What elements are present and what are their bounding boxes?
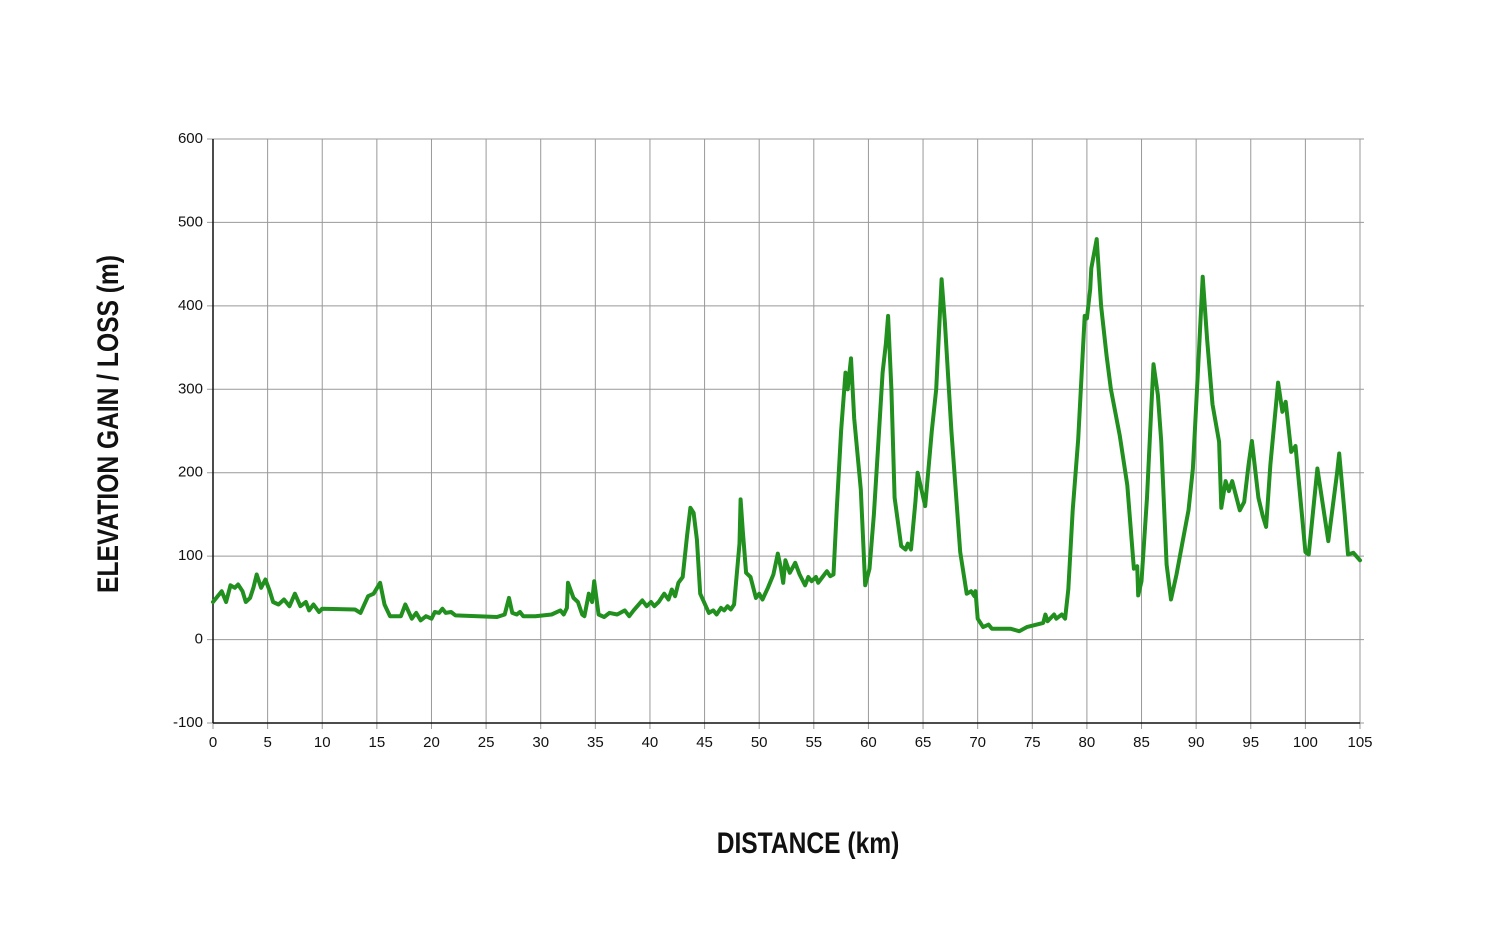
elevation-line [211, 237, 1362, 634]
x-tick-label: 20 [423, 734, 440, 751]
y-tick-label: 0 [195, 631, 203, 648]
y-tick-label: 600 [178, 130, 203, 147]
y-tick-label: 300 [178, 380, 203, 397]
x-tick-label: 60 [860, 734, 877, 751]
x-tick-label: 40 [642, 734, 659, 751]
x-tick-label: 95 [1242, 734, 1259, 751]
x-tick-label: 15 [369, 734, 386, 751]
x-tick-label: 75 [1024, 734, 1041, 751]
x-tick-label: 30 [532, 734, 549, 751]
y-tick-label: 500 [178, 213, 203, 230]
y-axis-label: ELEVATION GAIN / LOSS (m) [91, 255, 125, 593]
x-tick-label: 45 [696, 734, 713, 751]
x-tick-label: 25 [478, 734, 495, 751]
y-tick-label: 200 [178, 464, 203, 481]
x-tick-label: 55 [805, 734, 822, 751]
x-tick-label: 65 [915, 734, 932, 751]
x-tick-label: 5 [263, 734, 271, 751]
x-tick-label: 90 [1188, 734, 1205, 751]
y-tick-label: -100 [173, 714, 203, 731]
x-tick-label: 105 [1347, 734, 1372, 751]
x-tick-label: 70 [969, 734, 986, 751]
x-tick-label: 0 [209, 734, 217, 751]
x-tick-label: 80 [1079, 734, 1096, 751]
x-tick-label: 10 [314, 734, 331, 751]
x-axis-label: DISTANCE (km) [717, 826, 900, 860]
x-tick-label: 35 [587, 734, 604, 751]
x-tick-label: 100 [1293, 734, 1318, 751]
y-tick-label: 400 [178, 297, 203, 314]
x-tick-label: 50 [751, 734, 768, 751]
y-tick-label: 100 [178, 547, 203, 564]
x-tick-label: 85 [1133, 734, 1150, 751]
